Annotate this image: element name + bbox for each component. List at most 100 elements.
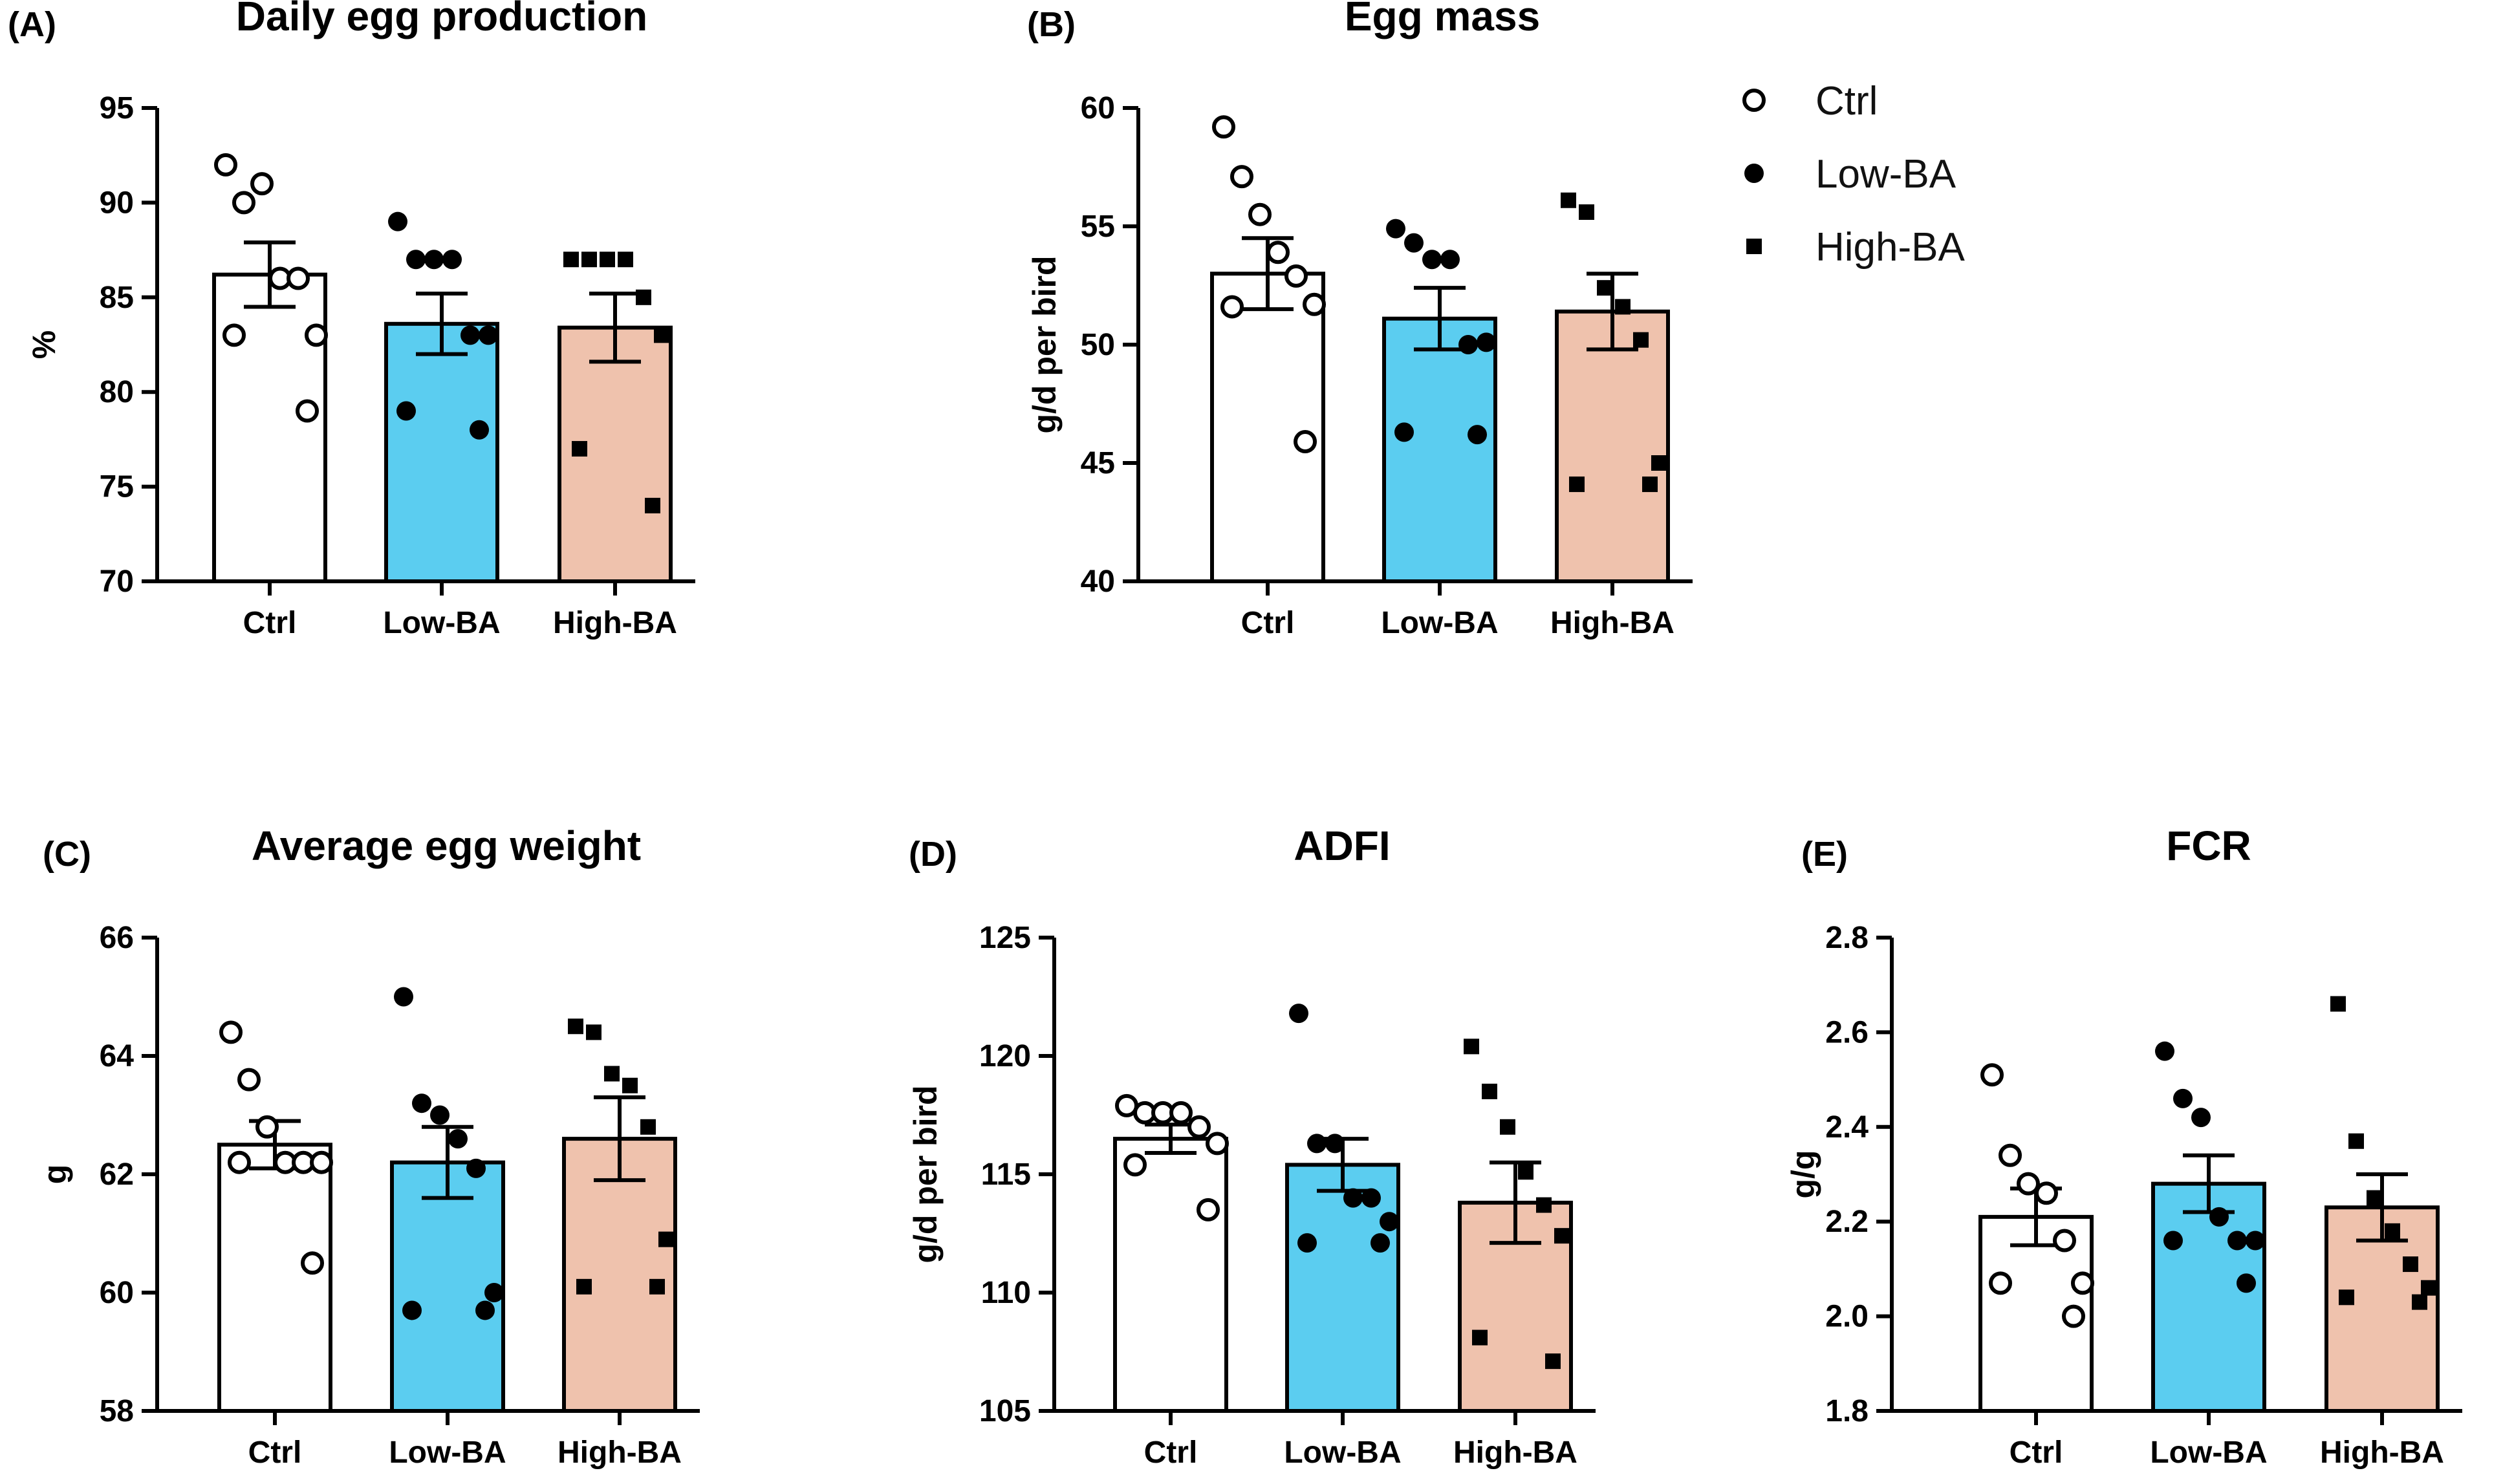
legend-item-low-ba: Low-BA (1744, 152, 1956, 197)
y-tick-label: 2.4 (1825, 1110, 1869, 1145)
data-point-ctrl (232, 191, 255, 215)
x-tick-label-ctrl: Ctrl (248, 1436, 302, 1470)
data-point-low-ba (1307, 1134, 1327, 1154)
data-point-high-ba (1482, 1083, 1497, 1099)
data-point-high-ba (622, 1077, 638, 1093)
data-point-ctrl (1284, 264, 1308, 288)
data-point-low-ba (479, 325, 498, 345)
x-tick-label-high-ba: High-BA (2320, 1436, 2444, 1470)
data-point-high-ba (645, 497, 660, 513)
data-point-low-ba (1394, 422, 1414, 442)
x-tick-label-low-ba: Low-BA (1381, 606, 1498, 640)
chart-title: FCR (2166, 823, 2251, 869)
data-point-low-ba (2163, 1231, 2183, 1251)
data-point-low-ba (394, 987, 413, 1007)
data-point-high-ba (581, 252, 597, 268)
data-point-high-ba (640, 1119, 656, 1135)
y-tick-label: 45 (1081, 446, 1115, 480)
panel-e: (E) FCR g/g 1.8 2.0 2.2 2.4 2.6 2.8 Ctrl Low-BA Hig… (1785, 823, 2462, 1470)
data-point-ctrl (1980, 1063, 2004, 1087)
y-tick-label: 75 (100, 470, 134, 504)
x-tick-label-high-ba: High-BA (558, 1436, 682, 1470)
y-axis-label: g/g (1785, 1150, 1821, 1199)
data-point-low-ba (470, 420, 489, 440)
data-point-low-ba (1297, 1233, 1317, 1253)
panel-label: (D) (909, 835, 957, 874)
data-point-ctrl (296, 399, 319, 423)
data-point-low-ba (1477, 332, 1496, 352)
data-point-ctrl (301, 1251, 324, 1275)
chart-title: ADFI (1294, 823, 1390, 869)
y-tick-label: 85 (100, 281, 134, 315)
data-point-high-ba (2421, 1280, 2436, 1296)
data-point-high-ba (2348, 1133, 2364, 1149)
y-tick-label: 125 (979, 921, 1031, 955)
data-point-high-ba (1579, 204, 1594, 220)
data-point-ctrl (222, 323, 246, 347)
x-tick-label-low-ba: Low-BA (1284, 1436, 1401, 1470)
error-bar-high-ba (594, 1095, 645, 1183)
data-point-ctrl (250, 172, 274, 196)
data-point-low-ba (2227, 1231, 2247, 1251)
data-point-low-ba (461, 325, 480, 345)
data-point-high-ba (1518, 1164, 1533, 1180)
data-point-low-ba (1458, 335, 1478, 354)
data-point-high-ba (563, 252, 579, 268)
data-point-high-ba (572, 441, 587, 457)
panel-label: (B) (1027, 5, 1076, 44)
data-point-ctrl (1294, 430, 1317, 454)
panel-a: (A) Daily egg production% 70 75 80 85 90 95 Ctrl… (8, 0, 695, 640)
data-point-high-ba (1615, 299, 1631, 315)
y-axis-label: % (26, 330, 62, 359)
data-point-low-ba (1371, 1233, 1390, 1253)
legend-marker-low-ba (1744, 164, 1764, 183)
data-point-ctrl (2035, 1181, 2058, 1205)
legend-label: Low-BA (1815, 152, 1956, 197)
data-point-high-ba (1554, 1228, 1570, 1244)
error-bar-high-ba (2356, 1172, 2408, 1243)
legend-item-ctrl: Ctrl (1742, 79, 1878, 124)
bar-low-ba (2151, 1181, 2266, 1413)
data-point-low-ba (1289, 1004, 1308, 1024)
x-tick-label-low-ba: Low-BA (383, 606, 500, 640)
y-tick-label: 1.8 (1825, 1394, 1869, 1428)
data-point-ctrl (1999, 1143, 2022, 1167)
data-point-low-ba (402, 1300, 422, 1320)
legend-label: Ctrl (1815, 79, 1878, 124)
data-point-ctrl (1989, 1271, 2012, 1295)
data-point-ctrl (255, 1115, 279, 1139)
data-point-low-ba (2209, 1207, 2229, 1227)
y-axis-label: g (37, 1165, 73, 1185)
x-tick-label-high-ba: High-BA (1550, 606, 1674, 640)
data-point-low-ba (2191, 1108, 2211, 1128)
y-tick-label: 120 (979, 1039, 1031, 1073)
y-tick-label: 55 (1081, 210, 1115, 244)
data-point-high-ba (618, 252, 633, 268)
data-point-low-ba (406, 250, 426, 270)
bar-low-ba (384, 321, 499, 583)
x-tick-label-low-ba: Low-BA (389, 1436, 506, 1470)
y-axis-label: g/d per bird (1026, 256, 1063, 434)
data-point-low-ba (1325, 1134, 1345, 1154)
chart-title: Daily egg production (236, 0, 647, 39)
error-bar-high-ba (589, 291, 641, 364)
bar-high-ba (562, 1137, 677, 1413)
data-point-low-ba (430, 1105, 450, 1125)
panel-b: (B) Egg mass g/d per bird 40 45 50 55 60 Ctrl Low… (1026, 0, 1693, 640)
data-point-high-ba (586, 1024, 601, 1040)
bar-ctrl (212, 272, 327, 583)
y-tick-label: 2.2 (1825, 1205, 1869, 1239)
y-tick-label: 2.8 (1825, 921, 1869, 955)
data-point-high-ba (654, 327, 669, 343)
x-tick-label-ctrl: Ctrl (243, 606, 297, 640)
data-point-high-ba (576, 1278, 592, 1295)
data-point-ctrl (1230, 165, 1253, 189)
x-tick-label-high-ba: High-BA (1453, 1436, 1577, 1470)
y-axis-label: g/d per bird (907, 1086, 944, 1264)
data-point-low-ba (424, 250, 444, 270)
bar-low-ba (1382, 316, 1497, 583)
data-point-low-ba (466, 1158, 486, 1178)
data-point-high-ba (1500, 1119, 1515, 1135)
data-point-low-ba (388, 211, 407, 231)
